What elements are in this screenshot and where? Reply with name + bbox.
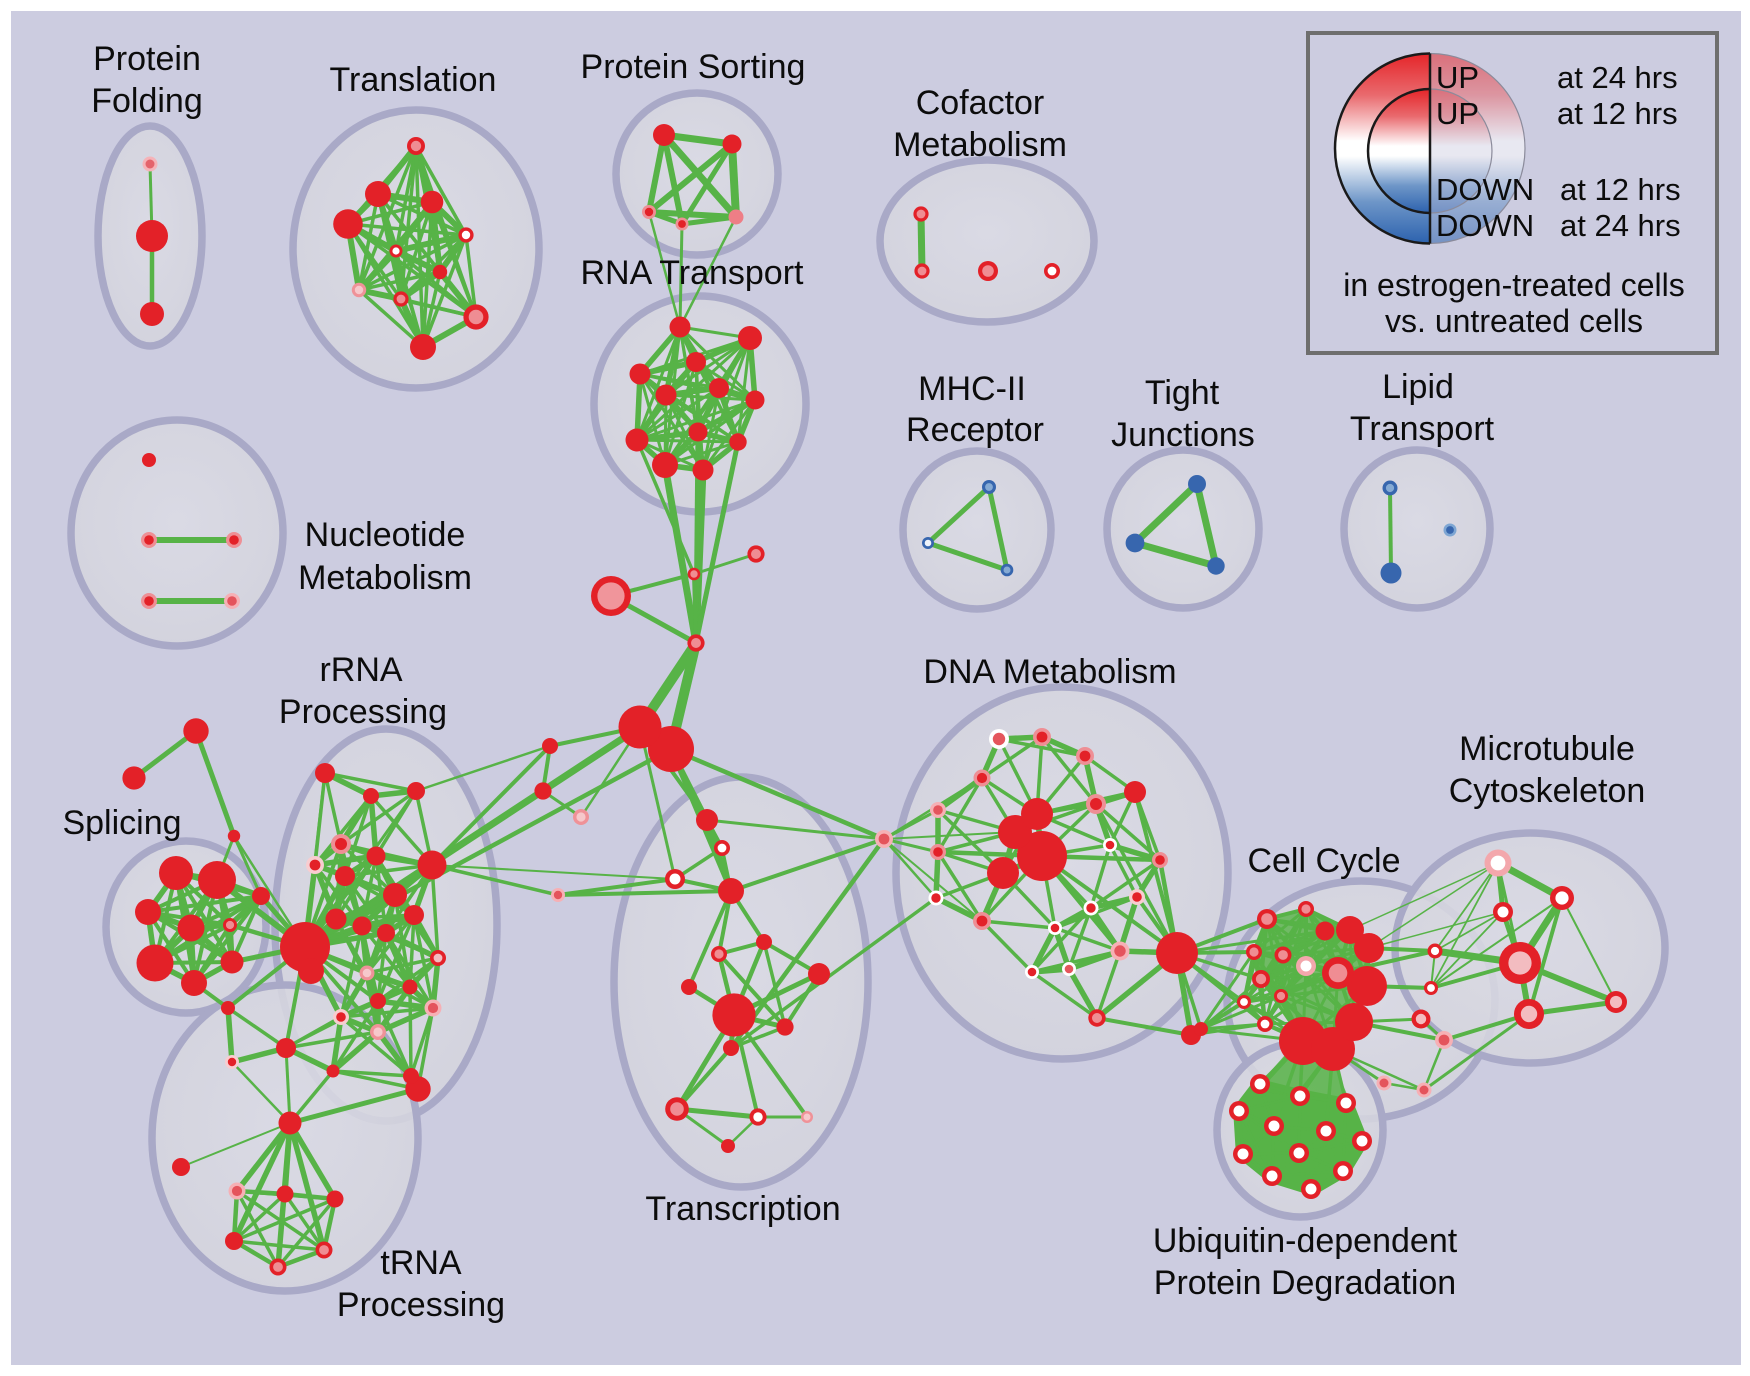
svg-text:Metabolism: Metabolism (298, 559, 472, 597)
svg-text:Lipid: Lipid (1382, 368, 1454, 406)
svg-text:Junctions: Junctions (1111, 416, 1255, 454)
svg-text:MHC-II: MHC-II (918, 370, 1026, 408)
svg-text:Folding: Folding (91, 82, 203, 120)
svg-text:Tight: Tight (1145, 374, 1220, 412)
svg-text:DOWN: DOWN (1436, 172, 1534, 207)
svg-text:UP: UP (1436, 96, 1479, 131)
svg-text:Receptor: Receptor (906, 411, 1044, 449)
svg-text:Microtubule: Microtubule (1459, 730, 1635, 768)
svg-text:in estrogen-treated cells: in estrogen-treated cells (1343, 267, 1685, 303)
svg-text:Metabolism: Metabolism (893, 126, 1067, 164)
svg-text:RNA Transport: RNA Transport (581, 254, 805, 292)
svg-text:Processing: Processing (279, 693, 447, 731)
svg-text:at 12 hrs: at 12 hrs (1557, 96, 1678, 131)
svg-text:Protein: Protein (93, 40, 201, 78)
svg-text:Nucleotide: Nucleotide (305, 516, 466, 554)
svg-text:tRNA: tRNA (380, 1244, 462, 1282)
svg-text:DOWN: DOWN (1436, 208, 1534, 243)
svg-text:rRNA: rRNA (319, 651, 402, 689)
svg-text:vs. untreated cells: vs. untreated cells (1385, 303, 1643, 339)
svg-text:Cytoskeleton: Cytoskeleton (1449, 772, 1646, 810)
svg-text:Splicing: Splicing (62, 804, 181, 842)
svg-text:at 24 hrs: at 24 hrs (1557, 60, 1678, 95)
svg-text:Transport: Transport (1350, 410, 1495, 448)
svg-text:Translation: Translation (330, 61, 497, 99)
svg-text:Processing: Processing (337, 1286, 505, 1324)
svg-text:at 12 hrs: at 12 hrs (1560, 172, 1681, 207)
svg-text:Cofactor: Cofactor (916, 84, 1045, 122)
svg-text:at 24 hrs: at 24 hrs (1560, 208, 1681, 243)
svg-text:Ubiquitin-dependent: Ubiquitin-dependent (1153, 1222, 1458, 1260)
svg-text:Cell Cycle: Cell Cycle (1247, 842, 1400, 880)
svg-text:DNA Metabolism: DNA Metabolism (923, 653, 1176, 691)
svg-text:Protein Degradation: Protein Degradation (1154, 1264, 1456, 1302)
svg-text:Protein Sorting: Protein Sorting (581, 48, 806, 86)
svg-text:Transcription: Transcription (645, 1190, 840, 1228)
svg-text:UP: UP (1436, 60, 1479, 95)
